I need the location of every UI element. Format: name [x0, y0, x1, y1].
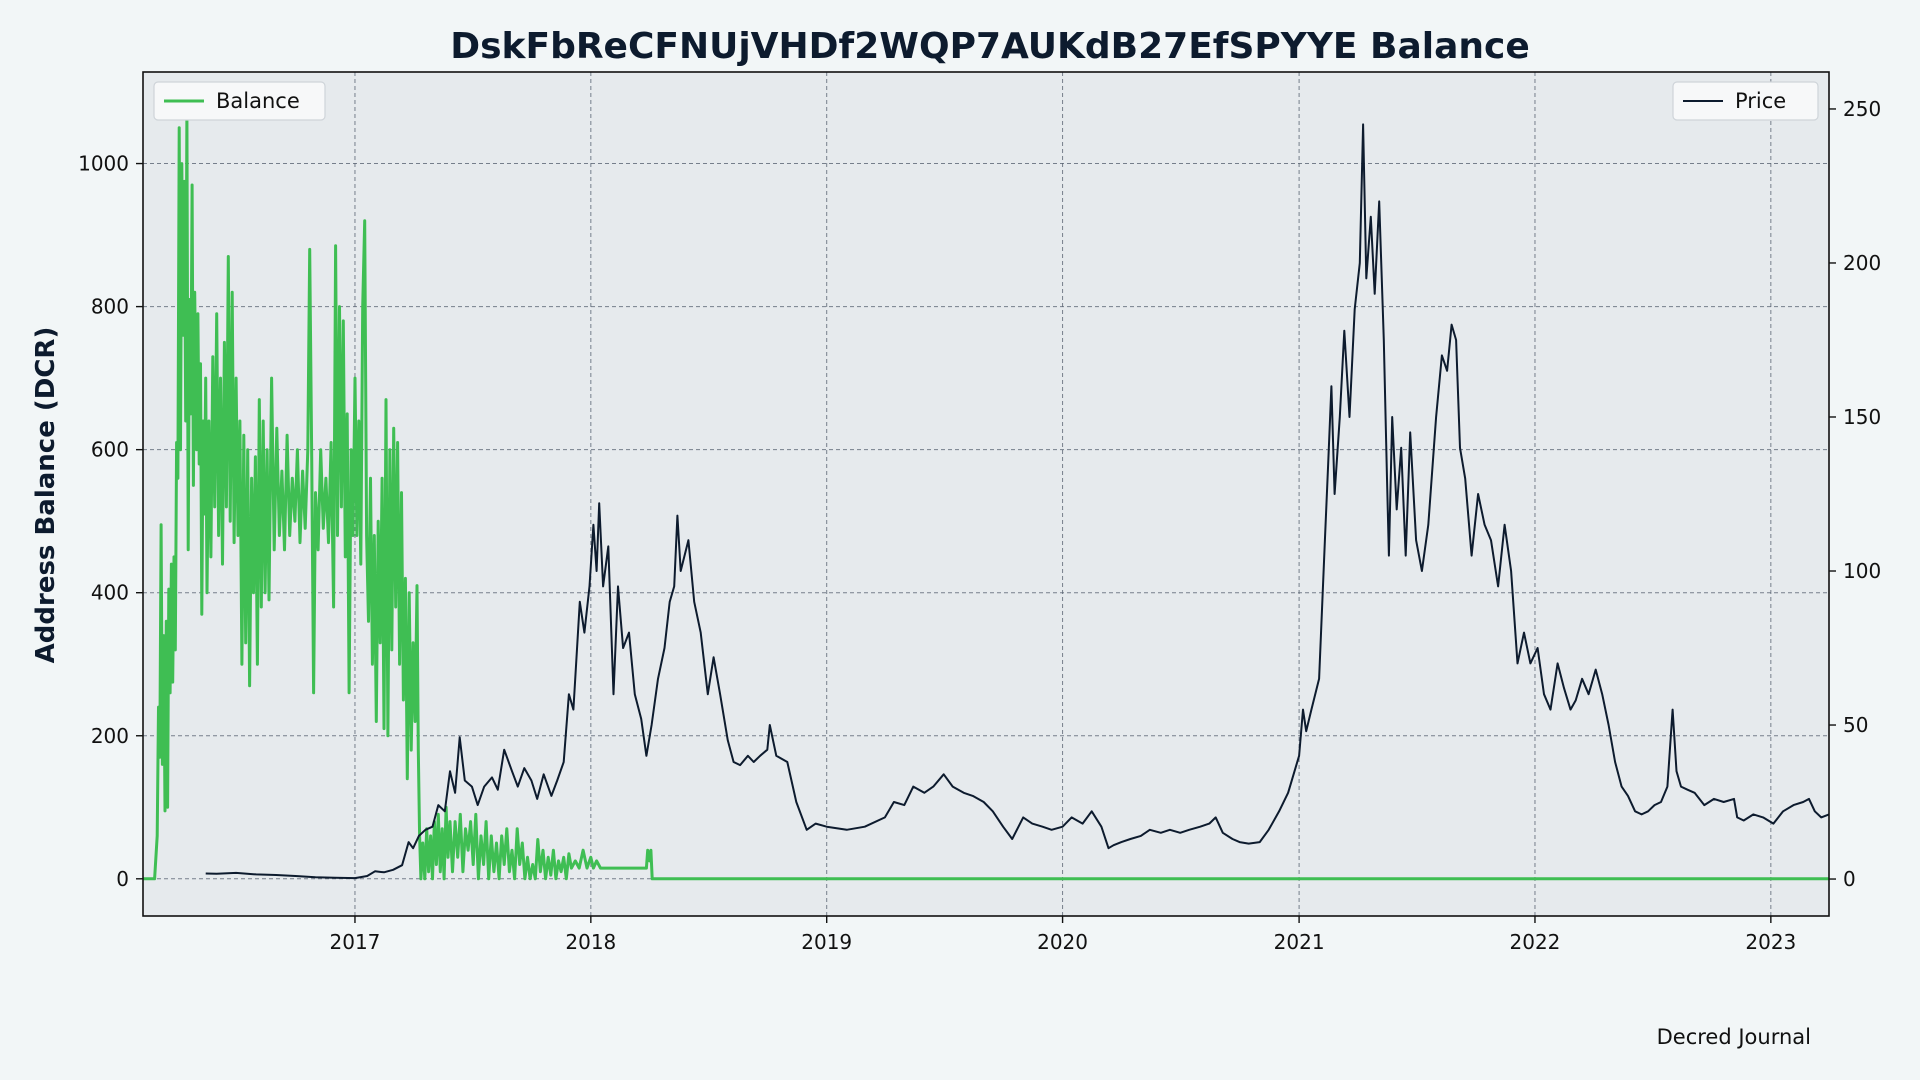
y-tick-label: 1000 — [78, 152, 129, 176]
y-tick-label: 600 — [91, 438, 129, 462]
y-tick-label: 200 — [91, 724, 129, 748]
y-tick-label: 800 — [91, 295, 129, 319]
legend-balance: Balance — [153, 81, 326, 121]
series-line-price — [205, 123, 1829, 880]
axes-frame — [142, 71, 1830, 917]
y-tick-label: 400 — [91, 581, 129, 605]
y2-tick-label: 200 — [1843, 251, 1881, 275]
y2-tick-label: 0 — [1843, 867, 1856, 891]
series-line-balance — [143, 108, 1829, 881]
y2-tick-label: 50 — [1843, 713, 1868, 737]
y-tick-label: 0 — [116, 867, 129, 891]
legend-box — [1672, 81, 1819, 121]
x-tick-label: 2023 — [1745, 930, 1796, 954]
x-tick-label: 2019 — [801, 930, 852, 954]
x-tick-label: 2017 — [330, 930, 381, 954]
x-tick-label: 2021 — [1274, 930, 1325, 954]
legend-label: Price — [1735, 89, 1786, 113]
x-tick-label: 2020 — [1037, 930, 1088, 954]
credit-text: Decred Journal — [1657, 1025, 1811, 1049]
y-axis-label: Address Balance (DCR) — [31, 327, 61, 664]
x-tick-label: 2022 — [1510, 930, 1561, 954]
legend-box — [153, 81, 326, 121]
y2-tick-label: 250 — [1843, 97, 1881, 121]
y2-tick-label: 100 — [1843, 559, 1881, 583]
legend-price: Price — [1672, 81, 1819, 121]
x-tick-label: 2018 — [565, 930, 616, 954]
plot-area — [143, 72, 1829, 916]
y2-tick-label: 150 — [1843, 405, 1881, 429]
chart-title: DskFbReCFNUjVHDf2WQP7AUKdB27EfSPYYE Bala… — [450, 26, 1530, 67]
legend-label: Balance — [216, 89, 300, 113]
